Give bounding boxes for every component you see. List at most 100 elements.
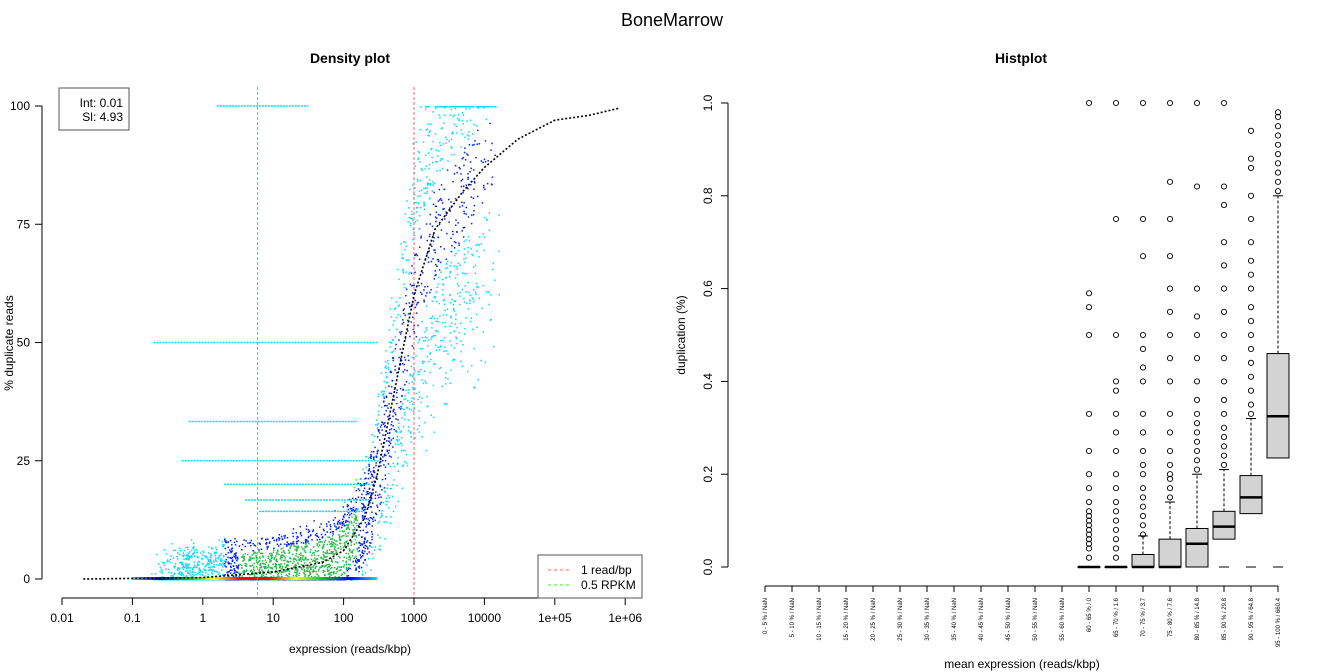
scatter-point xyxy=(434,216,437,218)
outlier-point xyxy=(1112,99,1120,107)
outlier-point xyxy=(1085,498,1093,506)
scatter-point xyxy=(275,559,277,562)
scatter-point xyxy=(288,567,290,570)
scatter-point xyxy=(478,244,480,247)
scatter-point xyxy=(300,554,302,556)
scatter-point xyxy=(411,218,413,220)
scatter-point xyxy=(433,431,435,433)
scatter-point xyxy=(182,552,185,554)
scatter-point xyxy=(476,106,479,108)
scatter-point xyxy=(484,361,487,363)
scatter-point xyxy=(287,564,289,567)
scatter-point xyxy=(485,118,488,121)
scatter-point xyxy=(230,565,232,568)
scatter-point xyxy=(431,156,433,159)
scatter-point xyxy=(462,185,465,188)
x-tick-label: 1000 xyxy=(401,611,428,625)
scatter-point xyxy=(453,330,456,333)
scatter-point xyxy=(359,544,362,547)
scatter-point xyxy=(414,370,416,372)
scatter-point xyxy=(161,572,163,574)
scatter-point xyxy=(322,551,325,553)
scatter-point xyxy=(455,266,458,268)
scatter-point xyxy=(321,565,323,567)
outlier-point xyxy=(1112,526,1120,533)
scatter-point xyxy=(305,543,307,545)
scatter-point xyxy=(469,170,471,173)
scatter-point xyxy=(181,554,184,557)
scatter-point xyxy=(320,533,323,536)
scatter-point xyxy=(297,562,299,564)
scatter-point xyxy=(211,571,213,574)
scatter-point xyxy=(384,422,386,424)
scatter-point xyxy=(329,531,332,534)
scatter-point xyxy=(387,416,389,418)
figure-title: BoneMarrow xyxy=(621,10,724,30)
scatter-point xyxy=(387,452,390,454)
scatter-point xyxy=(446,169,449,171)
scatter-point xyxy=(270,552,273,555)
box xyxy=(1131,99,1155,569)
scatter-point xyxy=(414,299,416,302)
scatter-point xyxy=(452,359,454,362)
scatter-point xyxy=(417,324,419,327)
scatter-point xyxy=(337,547,339,550)
scatter-point xyxy=(418,214,421,217)
outlier-point xyxy=(1247,155,1255,162)
scatter-point xyxy=(340,535,343,538)
scatter-point xyxy=(390,516,392,518)
scatter-point xyxy=(417,301,420,304)
scatter-point xyxy=(242,554,244,556)
scatter-point xyxy=(388,392,391,395)
scatter-point xyxy=(441,158,444,160)
scatter-point xyxy=(405,245,407,247)
scatter-point xyxy=(353,513,355,516)
scatter-point xyxy=(368,519,371,522)
scatter-point xyxy=(191,567,194,570)
scatter-point xyxy=(361,551,363,553)
scatter-point xyxy=(195,566,197,568)
scatter-point xyxy=(362,562,365,564)
scatter-point xyxy=(204,575,207,577)
scatter-point xyxy=(213,560,215,562)
scatter-point xyxy=(390,487,393,490)
scatter-point xyxy=(439,116,441,119)
scatter-point xyxy=(376,504,378,507)
scatter-point xyxy=(450,201,452,203)
outlier-point xyxy=(1247,387,1255,394)
scatter-point xyxy=(455,219,457,221)
scatter-point xyxy=(366,524,368,526)
scatter-point xyxy=(369,471,372,473)
outlier-point xyxy=(1085,545,1093,552)
scatter-point xyxy=(462,191,464,194)
scatter-point xyxy=(442,283,444,286)
scatter-point xyxy=(288,573,291,576)
scatter-point xyxy=(374,494,377,497)
scatter-point xyxy=(267,545,269,548)
scatter-point xyxy=(392,410,394,413)
scatter-point xyxy=(425,329,428,332)
scatter-point xyxy=(292,553,294,556)
scatter-point xyxy=(432,234,435,236)
scatter-point xyxy=(374,549,376,551)
y-tick-label: 0.4 xyxy=(701,373,715,390)
scatter-point xyxy=(235,565,238,567)
box xyxy=(1185,99,1209,568)
scatter-point xyxy=(414,388,417,390)
scatter-point xyxy=(473,209,475,212)
scatter-point xyxy=(287,569,290,572)
scatter-point xyxy=(187,563,189,566)
scatter-point xyxy=(361,573,364,575)
scatter-point xyxy=(388,329,391,331)
scatter-point xyxy=(343,525,346,527)
scatter-point xyxy=(402,425,405,428)
scatter-point xyxy=(262,563,265,565)
scatter-point xyxy=(392,446,394,448)
scatter-point xyxy=(385,361,387,363)
scatter-point xyxy=(275,538,278,541)
scatter-point xyxy=(401,487,404,490)
scatter-point xyxy=(361,536,363,538)
scatter-point xyxy=(346,513,349,516)
outlier-point xyxy=(1193,447,1201,455)
scatter-point xyxy=(301,555,304,557)
